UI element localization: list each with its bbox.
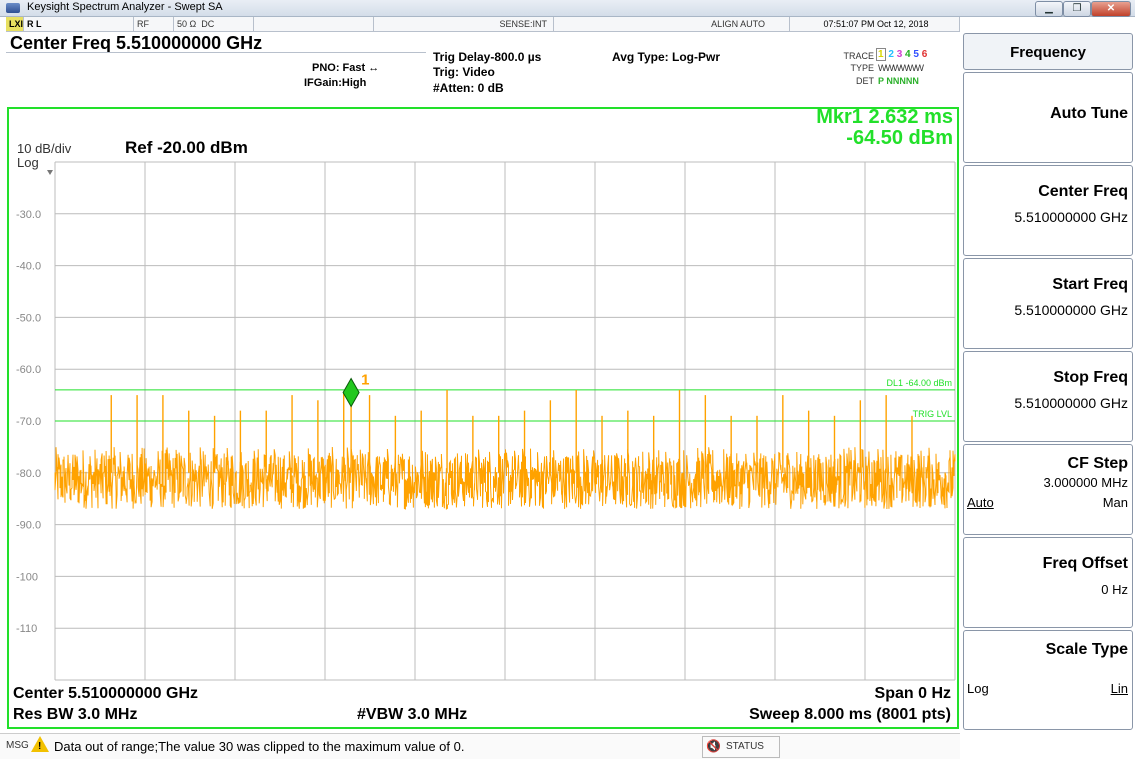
- start-freq-softkey[interactable]: Start Freq 5.510000000 GHz: [963, 258, 1133, 349]
- cf-step-softkey[interactable]: CF Step 3.000000 MHz Auto Man: [963, 444, 1133, 535]
- center-freq-title: Center Freq 5.510000000 GHz: [10, 33, 263, 53]
- sense-label: SENSE:INT: [374, 17, 554, 31]
- impedance: 50 Ω: [177, 19, 197, 29]
- y-tick-label: -80.0: [16, 468, 41, 480]
- vbw-label: #VBW 3.0 MHz: [357, 706, 468, 723]
- span-label: Span 0 Hz: [874, 685, 951, 702]
- datetime: 07:51:07 PM Oct 12, 2018: [790, 17, 960, 31]
- status-blank: [254, 17, 374, 31]
- center-freq-value: 5.510000000 GHz: [1014, 209, 1128, 225]
- trace-1[interactable]: 1: [876, 48, 886, 61]
- center-freq-label: Center Freq: [1038, 183, 1128, 200]
- det-value: P NNNNN: [878, 76, 919, 86]
- pno-text: PNO: Fast: [312, 62, 366, 74]
- window-title: Keysight Spectrum Analyzer - Swept SA: [27, 1, 223, 13]
- menu-title-box: [963, 33, 1133, 70]
- trace-label: TRACE: [843, 51, 874, 61]
- close-button[interactable]: ✕: [1091, 1, 1131, 17]
- stop-freq-value: 5.510000000 GHz: [1014, 395, 1128, 411]
- impedance-label: 50 Ω DC: [174, 17, 254, 31]
- msg-prefix: MSG: [6, 740, 29, 751]
- log-label: Log: [17, 155, 39, 170]
- trig-delay-label: Trig Delay-800.0 µs: [433, 50, 542, 64]
- trace-2[interactable]: 2: [888, 49, 894, 60]
- marker-diamond-icon: [342, 377, 360, 408]
- marker-readout: Mkr1 2.632 ms -64.50 dBm: [816, 107, 953, 149]
- y-tick-label: -40.0: [16, 261, 41, 273]
- marker-number: 1: [361, 372, 369, 389]
- center-label: Center 5.510000000 GHz: [13, 685, 198, 702]
- maximize-button[interactable]: ❐: [1063, 1, 1091, 17]
- dl1-label: DL1 -64.00 dBm: [886, 378, 952, 388]
- menu-title: Frequency: [1010, 44, 1086, 61]
- coupling: DC: [201, 19, 215, 29]
- y-tick-label: -30.0: [16, 209, 41, 221]
- message-bar: [0, 733, 960, 759]
- warning-icon-mark: !: [38, 741, 42, 752]
- marker-time: Mkr1 2.632 ms: [816, 106, 953, 128]
- scale-type-label: Scale Type: [1045, 641, 1128, 658]
- spectrum-plot[interactable]: -30.0 -40.0 -50.0 -60.0 -70.0 -80.0 -90.0 -100 -…: [0, 0, 960, 733]
- auto-tune-label: Auto Tune: [1050, 105, 1128, 122]
- scale-per-div: 10 dB/div: [17, 141, 72, 156]
- y-tick-label: -100: [16, 571, 38, 583]
- atten-label: #Atten: 0 dB: [433, 81, 504, 95]
- trace-3[interactable]: 3: [896, 49, 903, 60]
- lxi-icon: LXI: [6, 17, 24, 31]
- trace-numbers: 1 2 3 4 5 6: [876, 48, 928, 61]
- status-row: LXI R L RF 50 Ω DC SENSE:INT ALIGN AUTO …: [6, 17, 960, 32]
- cf-step-value: 3.000000 MHz: [1043, 475, 1128, 490]
- trig-lvl-label: TRIG LVL: [913, 409, 952, 419]
- freq-offset-value: 0 Hz: [1101, 582, 1128, 597]
- cf-step-label: CF Step: [1067, 455, 1128, 472]
- auto-tune-softkey[interactable]: Auto Tune: [963, 72, 1133, 163]
- scale-type-softkey[interactable]: Scale Type Log Lin: [963, 630, 1133, 730]
- ref-level: Ref -20.00 dBm: [125, 138, 248, 157]
- trace-4[interactable]: 4: [905, 49, 911, 60]
- stop-freq-softkey[interactable]: Stop Freq 5.510000000 GHz: [963, 351, 1133, 442]
- trace-6[interactable]: 6: [921, 49, 928, 60]
- rl-label: R L: [24, 17, 134, 31]
- cf-step-man[interactable]: Man: [1102, 495, 1128, 510]
- type-label: TYPE: [850, 63, 874, 73]
- type-value: WWWWWW: [878, 63, 924, 73]
- message-text: Data out of range;The value 30 was clipp…: [54, 739, 465, 754]
- start-freq-label: Start Freq: [1052, 276, 1128, 293]
- y-tick-label: -90.0: [16, 520, 41, 532]
- app-icon: [6, 3, 20, 13]
- align-label: ALIGN AUTO: [554, 17, 790, 31]
- freq-offset-softkey[interactable]: Freq Offset 0 Hz: [963, 537, 1133, 628]
- scale-type-log[interactable]: Log: [967, 681, 989, 696]
- cf-step-auto[interactable]: Auto: [967, 495, 994, 510]
- ifgain-label: IFGain:High: [304, 77, 367, 89]
- warning-icon: [31, 736, 49, 752]
- window-title-bar: [0, 0, 1135, 17]
- y-tick-label: -50.0: [16, 312, 41, 324]
- start-freq-value: 5.510000000 GHz: [1014, 302, 1128, 318]
- stop-freq-label: Stop Freq: [1053, 369, 1128, 386]
- rbw-label: Res BW 3.0 MHz: [13, 706, 138, 723]
- det-label: DET: [856, 76, 874, 86]
- plot-frame[interactable]: [7, 107, 959, 729]
- rf-label: RF: [134, 17, 174, 31]
- y-tick-label: -70.0: [16, 416, 41, 428]
- y-tick-label: -60.0: [16, 364, 41, 376]
- trace-5[interactable]: 5: [913, 49, 919, 60]
- center-freq-softkey[interactable]: Center Freq 5.510000000 GHz: [963, 165, 1133, 256]
- freq-offset-label: Freq Offset: [1042, 555, 1128, 572]
- scale-type-lin[interactable]: Lin: [1110, 681, 1128, 696]
- marker-amplitude: -64.50 dBm: [846, 127, 953, 149]
- pno-label: PNO: Fast ↔: [312, 62, 379, 74]
- pno-arrow-icon: ↔: [368, 62, 380, 74]
- avg-type-label: Avg Type: Log-Pwr: [612, 50, 720, 64]
- divider: [6, 52, 426, 53]
- minimize-button[interactable]: ▁: [1035, 1, 1063, 17]
- y-tick-label: -110: [16, 623, 37, 635]
- speaker-muted-icon: 🔇: [706, 739, 721, 753]
- log-arrow-icon: [47, 170, 53, 175]
- trig-label: Trig: Video: [433, 65, 495, 79]
- noise-trace: [54, 446, 956, 510]
- sweep-label: Sweep 8.000 ms (8001 pts): [749, 706, 951, 723]
- status-label: STATUS: [726, 741, 764, 752]
